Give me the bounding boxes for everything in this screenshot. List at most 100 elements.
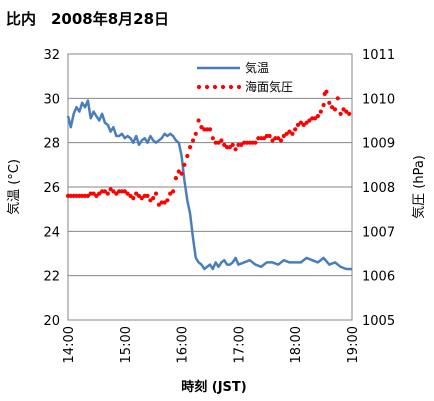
pressure-point (301, 122, 306, 127)
left-tick-label: 30 (43, 92, 60, 107)
series-sea-level-pressure (65, 89, 352, 207)
x-axis-tick-labels: 14:00 15:00 16:00 17:00 18:00 19:00 (62, 326, 361, 363)
legend-dot (212, 84, 218, 90)
pressure-point (207, 127, 213, 132)
pressure-point (224, 145, 230, 150)
right-tick-label: 1008 (362, 181, 395, 196)
right-tick-label: 1010 (362, 92, 395, 107)
pressure-point (159, 200, 164, 205)
legend: 気温 海面気圧 (196, 60, 293, 94)
right-tick-label: 1009 (362, 137, 395, 152)
pressure-point (117, 189, 122, 194)
pressure-point (310, 116, 315, 121)
pressure-point (179, 171, 184, 176)
legend-label-temperature: 気温 (245, 60, 269, 75)
x-tick-label: 14:00 (62, 326, 77, 363)
pressure-point (290, 131, 295, 136)
pressure-point (281, 133, 286, 139)
x-tick-label: 15:00 (119, 326, 134, 363)
pressure-point (267, 133, 272, 139)
x-tick-label: 19:00 (346, 326, 361, 363)
left-tick-label: 28 (43, 137, 60, 152)
pressure-point (105, 191, 110, 196)
pressure-point (321, 102, 326, 108)
pressure-point (91, 191, 96, 196)
chart-title: 比内 2008年8月28日 (6, 10, 170, 28)
pressure-point (145, 193, 150, 198)
pressure-point (171, 189, 176, 194)
pressure-point (173, 176, 178, 181)
pressure-point (287, 129, 292, 134)
pressure-point (153, 191, 159, 196)
x-tick-label: 16:00 (176, 326, 191, 363)
x-tick-label: 18:00 (289, 326, 304, 363)
pressure-point (273, 136, 278, 141)
pressure-point (134, 191, 139, 196)
pressure-point (111, 189, 116, 194)
pressure-point (131, 196, 136, 201)
left-axis-label: 気温 (°C) (6, 159, 22, 215)
pressure-point (199, 125, 204, 130)
pressure-point (324, 89, 329, 94)
pressure-point (338, 111, 343, 116)
pressure-point (347, 111, 352, 116)
legend-dot (220, 84, 226, 90)
pressure-point (270, 138, 275, 143)
legend-label-pressure: 海面気圧 (245, 79, 293, 94)
pressure-point (190, 138, 196, 143)
pressure-point (318, 109, 323, 114)
pressure-point (88, 191, 93, 196)
pressure-point (102, 189, 107, 194)
left-tick-label: 20 (43, 314, 60, 329)
pressure-point (193, 131, 198, 136)
pressure-point (327, 100, 332, 105)
pressure-point (151, 196, 156, 201)
legend-dot (228, 84, 234, 90)
pressure-point (196, 118, 201, 123)
pressure-point (293, 127, 298, 132)
pressure-point (210, 136, 215, 141)
pressure-point (278, 138, 284, 143)
pressure-point (253, 140, 258, 145)
left-tick-label: 26 (43, 181, 60, 196)
pressure-point (335, 96, 340, 101)
pressure-point (276, 136, 281, 141)
pressure-point (332, 107, 338, 112)
x-tick-label: 17:00 (232, 326, 247, 363)
right-tick-label: 1011 (362, 48, 395, 63)
plot-area-frame (67, 53, 353, 321)
pressure-point (244, 140, 249, 145)
pressure-point (82, 193, 88, 198)
pressure-point (344, 109, 349, 114)
right-tick-label: 1005 (362, 314, 395, 329)
right-axis-label: 気圧 (hPa) (411, 155, 427, 219)
x-axis-label: 時刻 (JST) (181, 379, 246, 395)
pressure-point (97, 191, 102, 196)
series-temperature (66, 99, 352, 271)
pressure-point (68, 193, 73, 198)
pressure-point (182, 162, 187, 167)
pressure-point (219, 138, 224, 143)
grid-lines (68, 97, 352, 277)
pressure-point (125, 191, 130, 196)
left-tick-label: 22 (43, 270, 60, 285)
legend-dot (236, 84, 242, 90)
pressure-point (139, 196, 144, 201)
right-tick-label: 1006 (362, 270, 395, 285)
left-tick-label: 24 (43, 225, 60, 240)
pressure-point (188, 145, 193, 150)
pressure-point (185, 153, 190, 159)
pressure-point (330, 105, 335, 110)
pressure-point (74, 193, 79, 198)
pressure-point (94, 193, 99, 198)
pressure-point (259, 136, 264, 141)
pressure-point (168, 191, 173, 196)
left-axis-tick-labels: 20 22 24 26 28 30 32 (43, 48, 60, 329)
pressure-point (230, 142, 235, 147)
right-axis-tick-labels: 1005 1006 1007 1008 1009 1010 1011 (362, 48, 395, 329)
legend-dot (204, 84, 210, 90)
pressure-point (165, 198, 170, 203)
legend-marker-pressure (196, 84, 242, 90)
pressure-point (295, 122, 301, 127)
